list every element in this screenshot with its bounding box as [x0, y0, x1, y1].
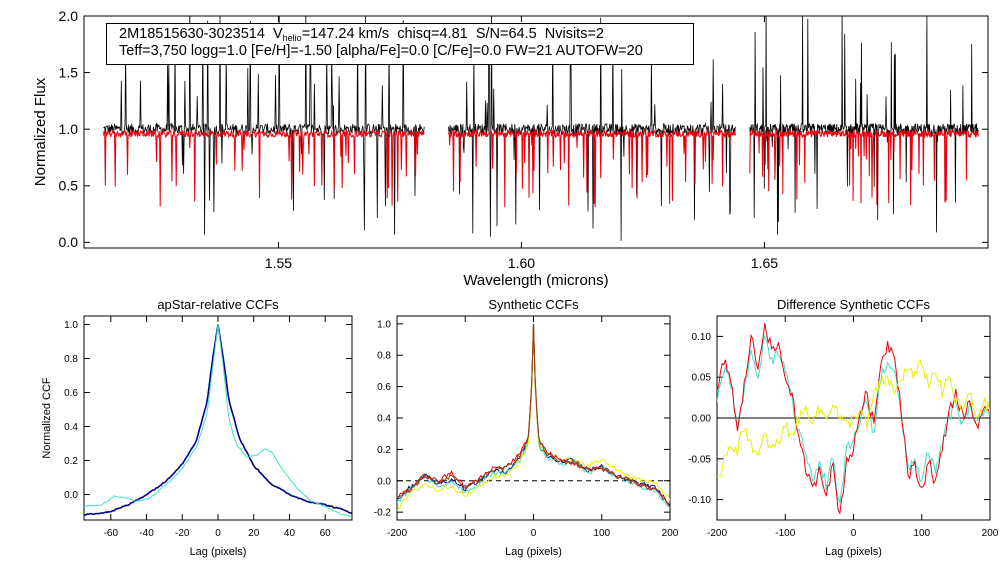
synthetic_ccf-axes: -200 -100 0 100 200 -0.2 0.0 0.2 0.4 0.6 0.8 1.0 Syn… [374, 297, 679, 558]
spectrum-observed-line-0 [103, 16, 425, 235]
apstar_ccf-ytick-label: 1.0 [64, 320, 78, 331]
difference_ccf-xtick-label: 200 [982, 528, 999, 539]
difference_ccf-series-cyan [717, 334, 990, 504]
spectrum-model-line-0 [102, 128, 425, 207]
apstar_ccf-title: apStar-relative CCFs [157, 297, 279, 312]
spectrum-xtick-label: 1.60 [508, 255, 535, 271]
synthetic_ccf-xtick-label: 0 [531, 528, 537, 539]
difference_ccf-title: Difference Synthetic CCFs [777, 297, 930, 312]
difference_ccf-xtick-label: 100 [913, 528, 930, 539]
difference_ccf-xtick-label: -200 [707, 528, 727, 539]
spectrum-model-line-1 [448, 128, 736, 208]
spectrum-xtick-label: 1.65 [751, 255, 778, 271]
difference_ccf-xtick-label: -100 [775, 528, 795, 539]
difference_ccf-ytick-label: -0.05 [688, 454, 711, 465]
spectrum-ytick-label: 1.5 [59, 64, 79, 80]
star-id: 2M18515630-3023514 [119, 26, 265, 42]
synthetic_ccf-ytick-label: 0.0 [377, 476, 391, 487]
apstar_ccf-plot-area [84, 324, 352, 518]
synthetic_ccf-xtick-label: -200 [387, 528, 407, 539]
spectrum-ylabel: Normalized Flux [32, 77, 49, 186]
apstar_ccf-xtick-label: 40 [284, 528, 296, 539]
apstar_ccf-ylabel: Normalized CCF [41, 377, 53, 459]
spectrum-xtick-label: 1.55 [265, 255, 292, 271]
difference_ccf-ytick-label: 0.00 [692, 414, 712, 425]
synthetic_ccf-ytick-label: 0.6 [377, 382, 391, 393]
apstar_ccf-frame [83, 315, 353, 521]
apstar_ccf-xtick-label: 20 [248, 528, 260, 539]
synthetic_ccf-ytick-label: 0.2 [377, 445, 391, 456]
info-line-2: Teff=3,750 logg=1.0 [Fe/H]=-1.50 [alpha/… [119, 43, 643, 59]
difference_ccf-ytick-label: 0.10 [692, 332, 712, 343]
info-box: 2M18515630-3023514 Vhelio=147.24 km/s ch… [106, 23, 694, 65]
synthetic_ccf-title: Synthetic CCFs [488, 297, 579, 312]
nvisits-value: Nvisits=2 [544, 26, 604, 42]
synthetic_ccf-xtick-label: -100 [455, 528, 475, 539]
difference_ccf-series-yellow [717, 358, 990, 478]
spectrum-observed-line-2 [749, 16, 979, 235]
spectrum-plot-area [102, 16, 979, 241]
spectrum-ytick-label: 0.5 [59, 178, 79, 194]
difference_ccf-ytick-label: -0.10 [688, 495, 711, 506]
apstar_ccf-xtick-label: -60 [104, 528, 119, 539]
apstar_ccf-series-visit 1 [84, 324, 352, 516]
synthetic_ccf-xlabel: Lag (pixels) [505, 546, 562, 558]
difference_ccf-xtick-label: 0 [851, 528, 857, 539]
apstar_ccf-ytick-label: 0.4 [64, 422, 78, 433]
spectrum-ytick-label: 1.0 [59, 121, 79, 137]
info-line-1: 2M18515630-3023514 Vhelio=147.24 km/s ch… [119, 26, 693, 43]
difference_ccf-plot-area [717, 323, 990, 515]
apstar_ccf-xtick-label: -20 [175, 528, 190, 539]
spectrum-axes: 1.55 1.60 1.65 0.0 0.5 1.0 1.5 2.0 Wavelength (m… [32, 8, 989, 289]
difference_ccf-ytick-label: 0.05 [692, 373, 712, 384]
difference_ccf-series-red [717, 323, 990, 515]
difference_ccf-axes: -200 -100 0 100 200 -0.10 -0.05 0.00 0.05 0.10 Dif… [688, 297, 999, 558]
apstar_ccf-xtick-label: -40 [139, 528, 154, 539]
apstar_ccf-ytick-label: 0.0 [64, 490, 78, 501]
apstar_ccf-series-visit 2 [84, 324, 352, 518]
spectrum-ytick-label: 0.0 [59, 234, 79, 250]
synthetic_ccf-ytick-label: 0.4 [377, 414, 391, 425]
snr-value: S/N=64.5 [475, 26, 537, 42]
vhelio-subscript: helio [282, 33, 302, 43]
apstar_ccf-ytick-label: 0.2 [64, 456, 78, 467]
synthetic_ccf-ytick-label: 1.0 [377, 319, 391, 330]
synthetic_ccf-frame [396, 315, 671, 521]
apstar_ccf-ytick-label: 0.8 [64, 354, 78, 365]
synthetic_ccf-plot-area [397, 323, 670, 512]
apstar_ccf-xlabel: Lag (pixels) [190, 546, 247, 558]
difference_ccf-xlabel: Lag (pixels) [825, 546, 882, 558]
apstar_ccf-xtick-label: 0 [215, 528, 221, 539]
spectrum-model-line-2 [749, 128, 979, 206]
synthetic_ccf-xtick-label: 200 [662, 528, 679, 539]
synthetic_ccf-ytick-label: 0.8 [377, 351, 391, 362]
vhelio-label: V [273, 26, 283, 42]
spectrum-frame [83, 15, 989, 249]
spectrum-xlabel: Wavelength (microns) [463, 272, 608, 289]
apstar_ccf-ytick-label: 0.6 [64, 388, 78, 399]
apstar_ccf-xtick-label: 60 [320, 528, 332, 539]
spectrum-ytick-label: 2.0 [59, 8, 79, 24]
apstar_ccf-axes: -60 -40 -20 0 20 40 60 0.0 0.2 0.4 0.6 0.8 1.0 apStar… [41, 297, 353, 558]
synthetic_ccf-series-brown [397, 323, 670, 505]
synthetic_ccf-xtick-label: 100 [593, 528, 610, 539]
vhelio-value: =147.24 km/s [301, 26, 390, 42]
synthetic_ccf-ytick-label: -0.2 [374, 508, 392, 519]
chisq-value: chisq=4.81 [397, 26, 468, 42]
